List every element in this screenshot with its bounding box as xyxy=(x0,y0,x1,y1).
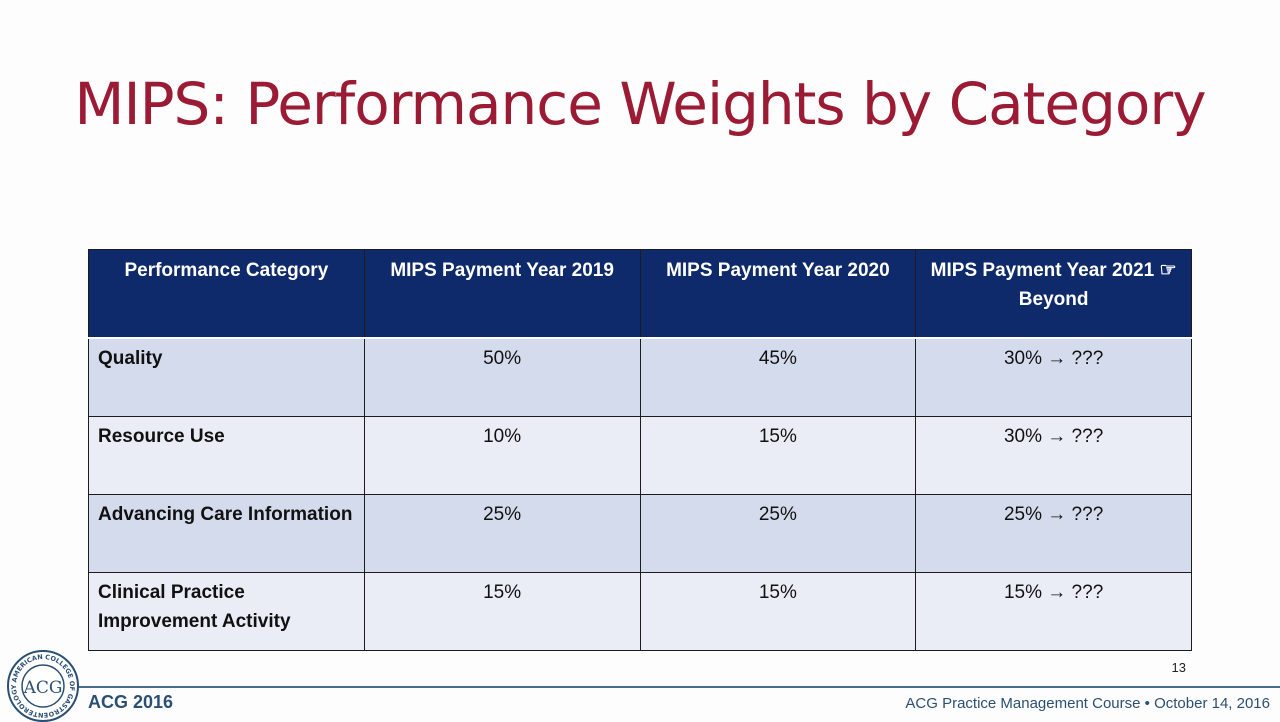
value-2019-cell: 25% xyxy=(363,494,641,573)
value-2020-cell: 15% xyxy=(639,572,917,651)
weights-table: Performance Category MIPS Payment Year 2… xyxy=(88,249,1192,651)
logo-text: ACG xyxy=(23,678,63,698)
table-row: Clinical Practice Improvement Activity 1… xyxy=(88,572,1192,651)
category-cell: Quality xyxy=(88,337,365,417)
header-year-2021-beyond: MIPS Payment Year 2021 ☞ Beyond xyxy=(915,249,1192,339)
value-2021-cell: 30% → ??? xyxy=(915,416,1192,495)
table-row: Resource Use 10% 15% 30% → ??? xyxy=(88,416,1192,495)
value-2019-cell: 15% xyxy=(363,572,641,651)
value-2020-cell: 45% xyxy=(639,337,917,417)
slide-title: MIPS: Performance Weights by Category xyxy=(74,70,1206,138)
value-2020-cell: 25% xyxy=(639,494,917,573)
header-performance-category: Performance Category xyxy=(88,249,365,339)
value-2019-cell: 50% xyxy=(363,337,641,417)
acg-logo: AMERICAN COLLEGE OF GASTROENTEROLOGY ACG xyxy=(7,650,79,722)
page-number: 13 xyxy=(1171,660,1186,675)
footer-course-label: ACG Practice Management Course • October… xyxy=(905,695,1270,712)
value-2020-cell: 15% xyxy=(639,416,917,495)
table-row: Quality 50% 45% 30% → ??? xyxy=(88,337,1192,417)
value-2021-cell: 25% → ??? xyxy=(915,494,1192,573)
value-2021-cell: 30% → ??? xyxy=(915,337,1192,417)
header-year-2020: MIPS Payment Year 2020 xyxy=(639,249,917,339)
category-cell: Advancing Care Information xyxy=(88,494,365,573)
table-row: Advancing Care Information 25% 25% 25% →… xyxy=(88,494,1192,573)
category-cell: Resource Use xyxy=(88,416,365,495)
category-cell: Clinical Practice Improvement Activity xyxy=(88,572,365,651)
value-2021-cell: 15% → ??? xyxy=(915,572,1192,651)
table-header-row: Performance Category MIPS Payment Year 2… xyxy=(88,249,1192,339)
header-year-2019: MIPS Payment Year 2019 xyxy=(363,249,641,339)
footer-divider xyxy=(78,686,1280,688)
value-2019-cell: 10% xyxy=(363,416,641,495)
footer-org-label: ACG 2016 xyxy=(88,692,174,712)
